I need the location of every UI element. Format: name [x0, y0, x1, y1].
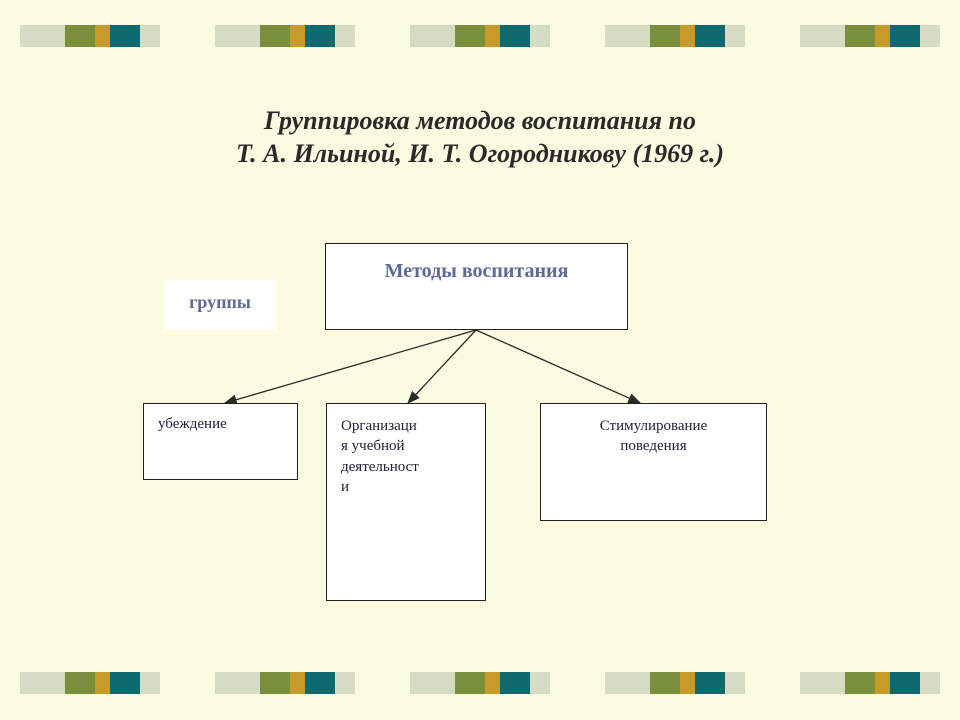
node-child-2: Организация учебнойдеятельности	[326, 403, 486, 601]
decorative-stripe	[875, 25, 890, 47]
decorative-stripe	[680, 25, 695, 47]
decorative-stripe	[530, 25, 550, 47]
node-child-3: Стимулированиеповедения	[540, 403, 767, 521]
decorative-stripe	[800, 672, 845, 694]
decorative-bar-bottom	[0, 672, 960, 694]
decorative-stripe	[110, 672, 140, 694]
node-main-label: Методы воспитания	[326, 244, 627, 283]
decorative-stripe	[695, 25, 725, 47]
decorative-stripe	[65, 672, 95, 694]
diagram-edge	[408, 330, 476, 403]
decorative-stripe	[305, 672, 335, 694]
node-groups-label: группы	[165, 280, 275, 330]
decorative-stripe	[110, 25, 140, 47]
decorative-stripe	[140, 672, 160, 694]
decorative-stripe	[725, 25, 745, 47]
decorative-stripe	[410, 672, 455, 694]
decorative-stripe	[290, 25, 305, 47]
node-main: Методы воспитания	[325, 243, 628, 330]
decorative-stripe	[695, 672, 725, 694]
node-child-1: убеждение	[143, 403, 298, 480]
decorative-stripe	[845, 672, 875, 694]
decorative-bar-top	[0, 25, 960, 47]
decorative-stripe	[20, 672, 65, 694]
decorative-stripe	[305, 25, 335, 47]
decorative-stripe	[95, 25, 110, 47]
decorative-stripe	[680, 672, 695, 694]
decorative-stripe	[650, 672, 680, 694]
decorative-stripe	[455, 25, 485, 47]
decorative-stripe	[335, 672, 355, 694]
decorative-stripe	[650, 25, 680, 47]
decorative-stripe	[890, 25, 920, 47]
decorative-stripe	[875, 672, 890, 694]
decorative-stripe	[890, 672, 920, 694]
decorative-stripe	[500, 672, 530, 694]
decorative-stripe	[215, 25, 260, 47]
decorative-stripe	[800, 25, 845, 47]
decorative-stripe	[485, 25, 500, 47]
decorative-stripe	[95, 672, 110, 694]
decorative-stripe	[65, 25, 95, 47]
decorative-stripe	[845, 25, 875, 47]
node-groups-label-text: группы	[165, 280, 275, 313]
decorative-stripe	[290, 672, 305, 694]
decorative-stripe	[530, 672, 550, 694]
decorative-stripe	[215, 672, 260, 694]
decorative-stripe	[410, 25, 455, 47]
slide-title-line2: Т. А. Ильиной, И. Т. Огородникову (1969 …	[236, 139, 724, 168]
decorative-stripe	[260, 25, 290, 47]
node-child-3-label: Стимулированиеповедения	[541, 404, 766, 457]
decorative-stripe	[920, 672, 940, 694]
node-child-2-label: Организация учебнойдеятельности	[327, 404, 485, 497]
node-child-1-label: убеждение	[144, 404, 297, 433]
decorative-stripe	[605, 25, 650, 47]
decorative-stripe	[920, 25, 940, 47]
decorative-stripe	[455, 672, 485, 694]
slide-title-line1: Группировка методов воспитания по	[264, 106, 696, 135]
decorative-stripe	[20, 25, 65, 47]
decorative-stripe	[500, 25, 530, 47]
decorative-stripe	[335, 25, 355, 47]
slide-title: Группировка методов воспитания по Т. А. …	[0, 105, 960, 170]
decorative-stripe	[725, 672, 745, 694]
diagram-edge	[225, 330, 476, 403]
decorative-stripe	[140, 25, 160, 47]
decorative-stripe	[485, 672, 500, 694]
decorative-stripe	[605, 672, 650, 694]
decorative-stripe	[260, 672, 290, 694]
diagram-edge	[476, 330, 640, 403]
